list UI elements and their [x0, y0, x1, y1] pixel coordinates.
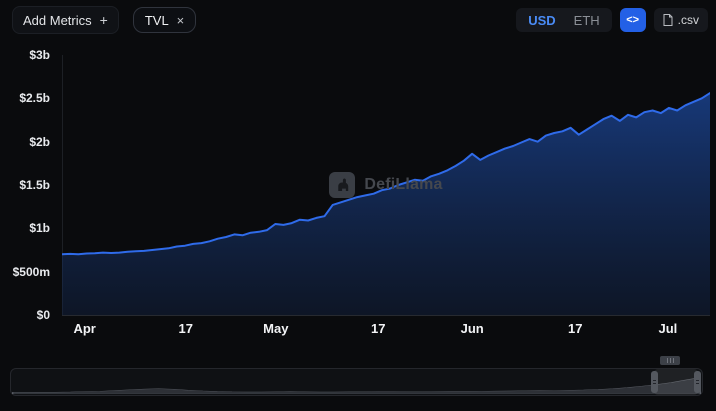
add-metrics-label: Add Metrics: [23, 12, 92, 28]
x-axis-tick: Jun: [460, 321, 484, 336]
x-axis-tick: 17: [567, 321, 583, 336]
x-axis-line: [62, 315, 710, 316]
chart-area-fill: [62, 93, 710, 315]
currency-toggle: USD ETH: [516, 8, 612, 32]
x-axis-tick: May: [263, 321, 289, 336]
brush-handle-right[interactable]: [694, 371, 701, 393]
download-csv-button[interactable]: .csv: [653, 8, 708, 32]
x-axis-tick: 17: [370, 321, 386, 336]
time-range-scrubber[interactable]: [10, 356, 703, 396]
code-icon: <>: [626, 14, 640, 26]
embed-button[interactable]: <>: [619, 8, 646, 32]
chart-line: [62, 92, 710, 256]
toolbar: Add Metrics + TVL × USD ETH <> .csv: [12, 6, 708, 34]
toolbar-right-group: USD ETH <> .csv: [516, 8, 708, 32]
x-axis-tick: Apr: [73, 321, 96, 336]
mini-chart-fill: [12, 377, 701, 394]
x-axis-tick: 17: [178, 321, 193, 336]
plus-icon: +: [99, 12, 108, 28]
y-axis-tick: $1b: [29, 221, 50, 236]
y-axis-tick: $3b: [29, 48, 50, 62]
y-axis-tick: $500m: [12, 264, 50, 279]
y-axis-tick: $1.5b: [19, 178, 50, 192]
add-metrics-button[interactable]: Add Metrics +: [12, 6, 119, 34]
csv-label: .csv: [677, 13, 699, 27]
y-axis-tick: $2.5b: [19, 91, 50, 106]
brush-handle-left[interactable]: [651, 371, 658, 393]
x-axis-tick: Jul: [658, 321, 678, 336]
y-axis-tick: $2b: [29, 134, 50, 149]
y-axis-line: [62, 55, 63, 315]
y-axis-tick: $0: [36, 308, 50, 322]
tvl-area-chart[interactable]: [62, 55, 710, 315]
metric-chip-tvl[interactable]: TVL ×: [132, 7, 197, 33]
currency-option-eth[interactable]: ETH: [573, 12, 600, 28]
close-icon[interactable]: ×: [176, 12, 185, 28]
metric-chip-label: TVL: [144, 12, 169, 28]
brush-selection-window[interactable]: [651, 369, 701, 395]
brush-drag-tab[interactable]: [660, 356, 680, 365]
mini-overview-chart: [12, 377, 701, 394]
csv-file-icon: [663, 14, 673, 26]
y-axis: $0 $500m $1b $1.5b $2b $2.5b $3b: [0, 48, 54, 322]
currency-option-usd[interactable]: USD: [528, 12, 556, 28]
x-axis: Apr 17 May 17 Jun 17 Jul: [62, 321, 710, 339]
